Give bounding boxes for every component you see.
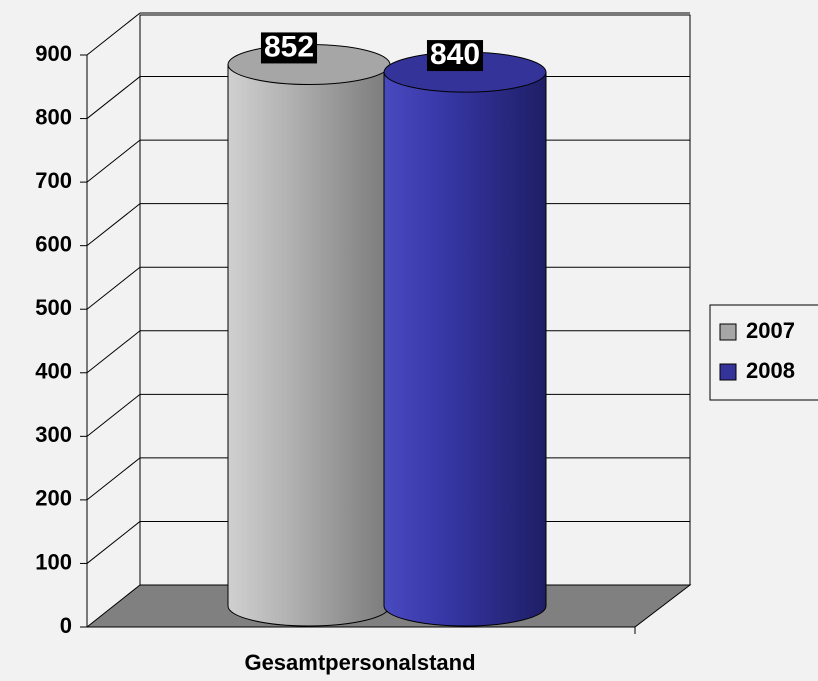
- value-label-bg: [260, 32, 318, 64]
- value-label: 840: [430, 38, 480, 71]
- y-tick-label: 800: [35, 104, 72, 129]
- grid-line: [86, 330, 141, 374]
- y-tick-label: 900: [35, 41, 72, 66]
- value-label: 852: [264, 30, 314, 63]
- y-tick-label: 400: [35, 359, 72, 384]
- cylinder-body: [383, 71, 547, 627]
- y-tick-label: 600: [35, 231, 72, 256]
- grid-line: [86, 203, 141, 247]
- grid-line: [86, 266, 141, 310]
- legend-label: 2008: [746, 358, 795, 383]
- legend-swatch: [719, 363, 737, 381]
- cylinder-body: [227, 64, 391, 627]
- y-tick-label: 700: [35, 168, 72, 193]
- y-tick-label: 100: [35, 549, 72, 574]
- value-label-bg: [426, 40, 484, 72]
- legend-label: 2007: [746, 318, 795, 343]
- grid-line: [86, 76, 141, 119]
- y-tick-label: 0: [60, 613, 72, 638]
- y-tick-label: 500: [35, 295, 72, 320]
- grid-line: [86, 393, 141, 437]
- y-tick-label: 300: [35, 422, 72, 447]
- x-category-label: Gesamtpersonalstand: [244, 650, 475, 675]
- grid-line: [86, 12, 141, 56]
- grid-line: [86, 521, 141, 564]
- legend: [709, 304, 818, 401]
- grid-line: [86, 457, 141, 501]
- legend-swatch: [719, 323, 737, 341]
- grid-line: [86, 139, 141, 183]
- y-tick-label: 200: [35, 486, 72, 511]
